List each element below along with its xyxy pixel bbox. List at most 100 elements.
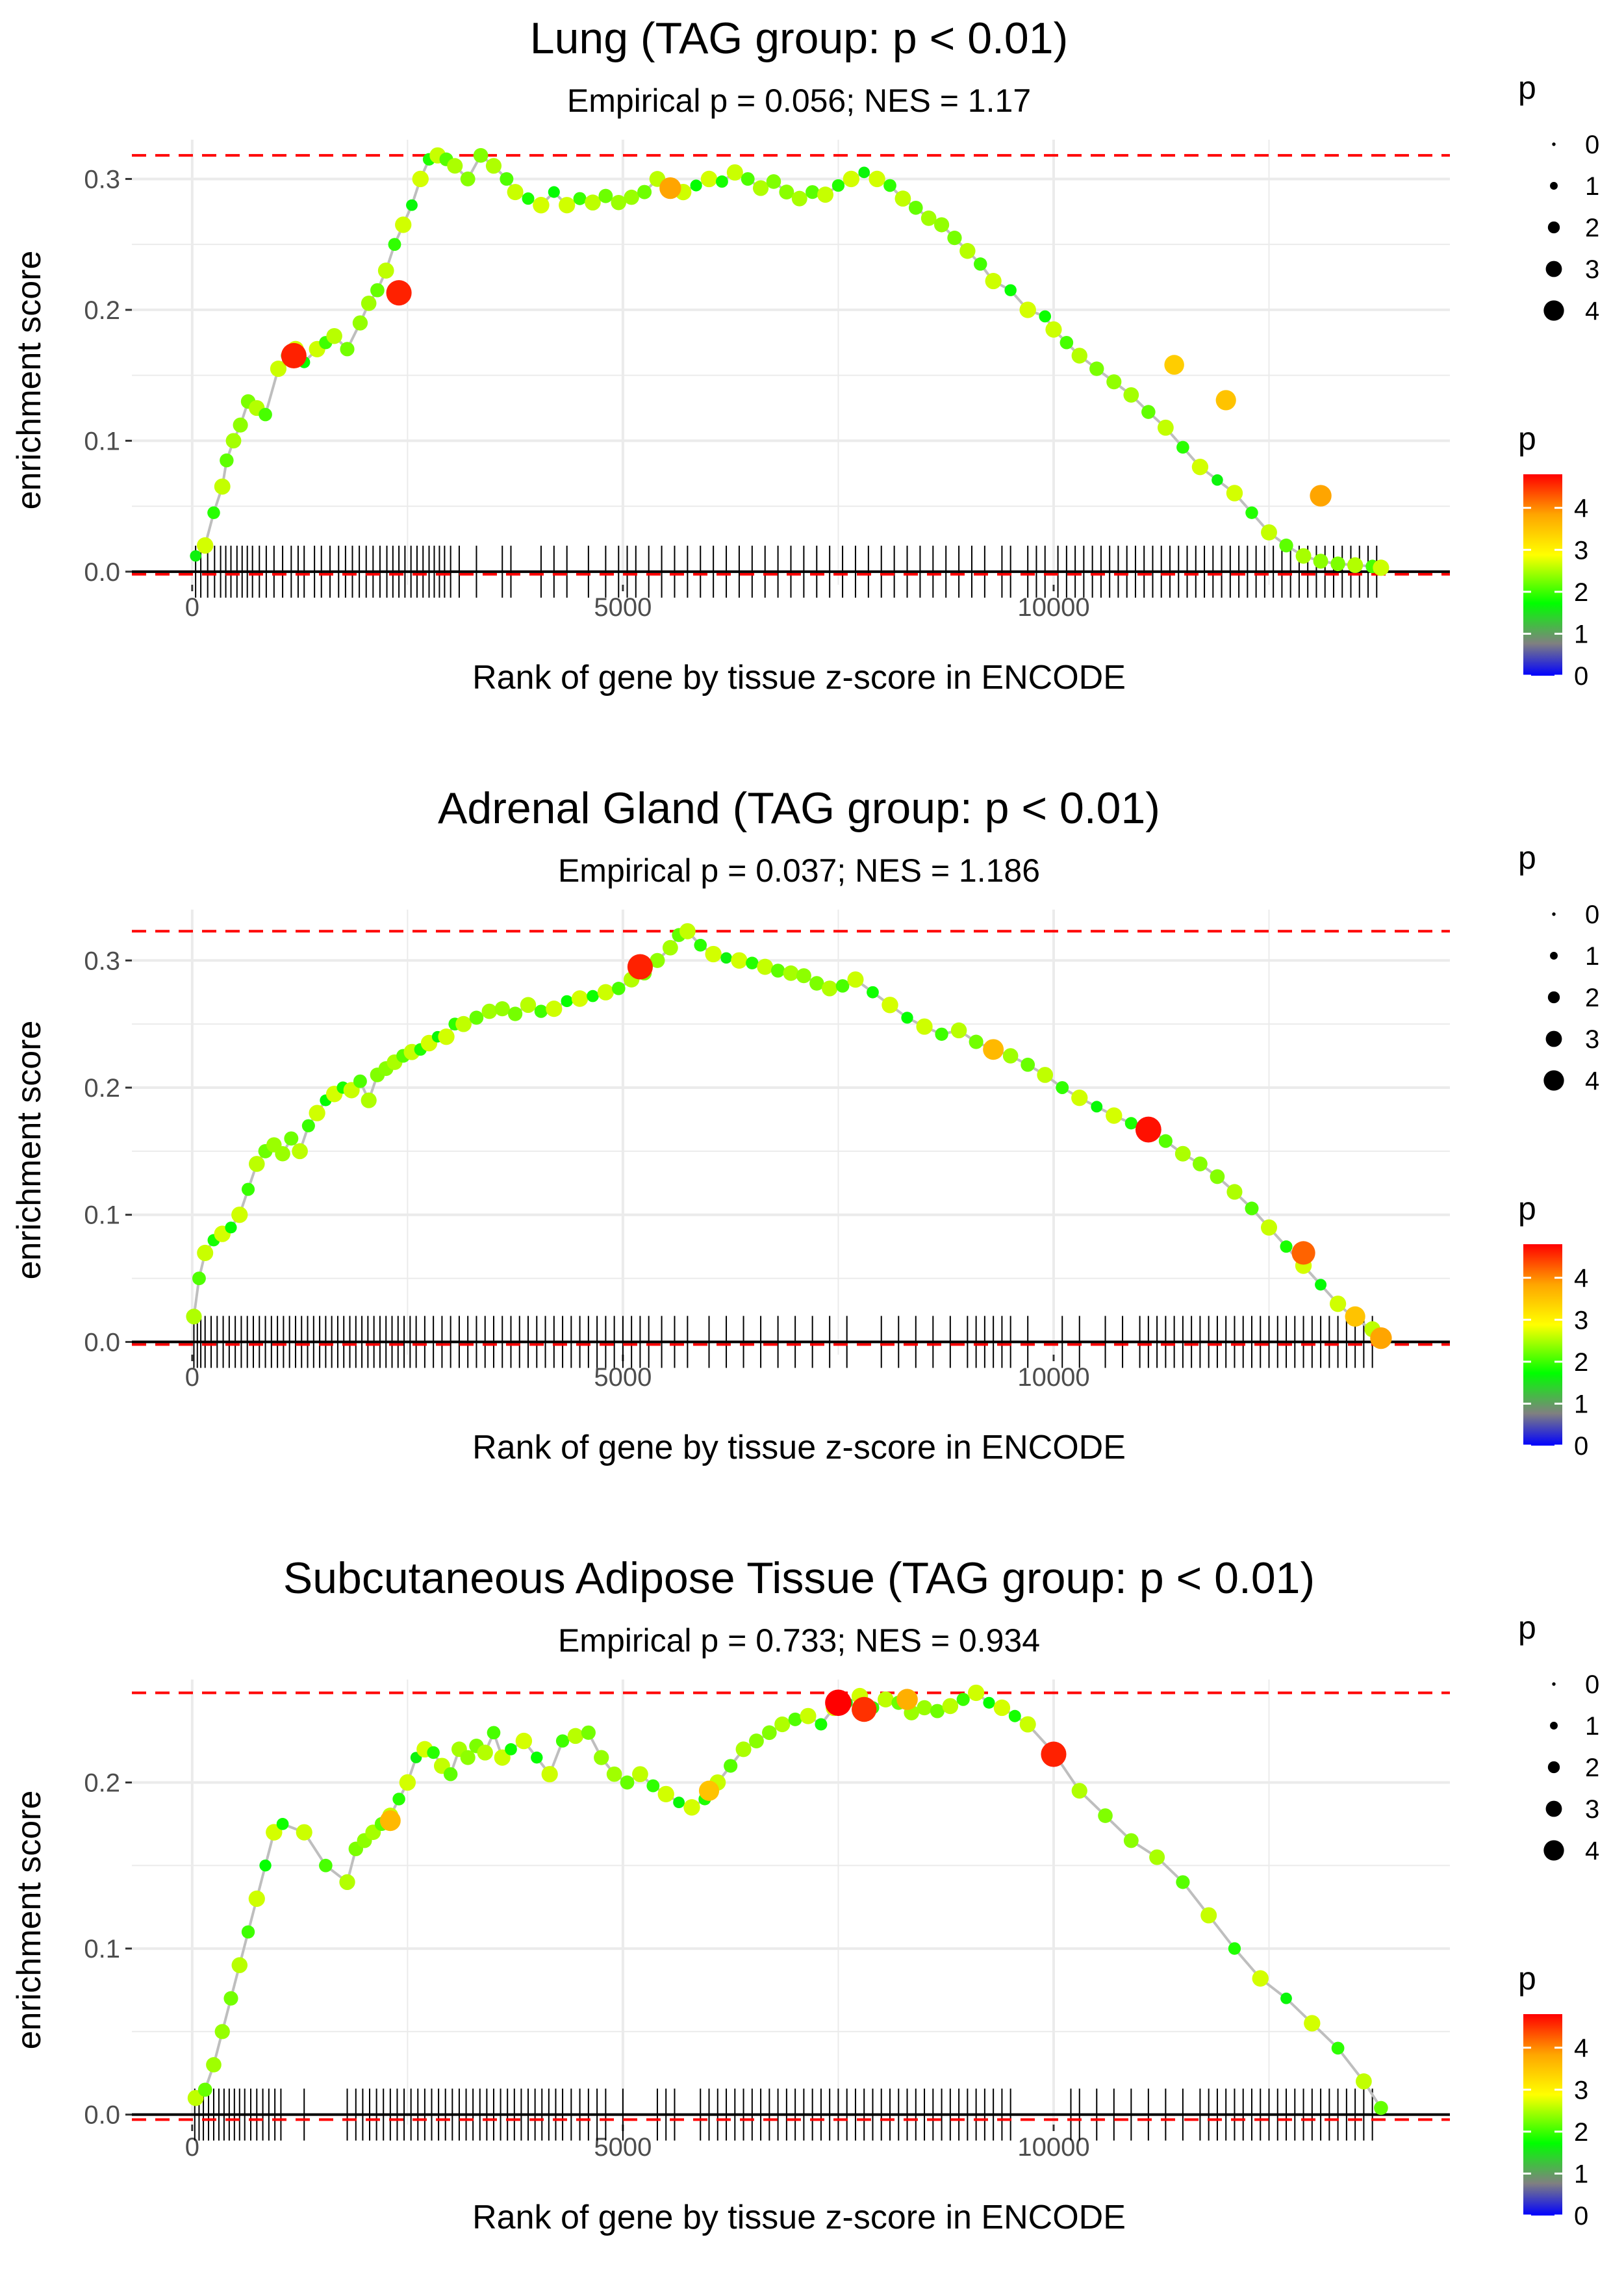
- x-tick-label: 0: [185, 2133, 199, 2162]
- score-point: [326, 327, 342, 344]
- color-legend-label: 2: [1574, 578, 1588, 607]
- score-point: [770, 964, 785, 978]
- score-point: [361, 296, 377, 311]
- score-point: [1347, 557, 1364, 573]
- size-legend-label: 3: [1585, 255, 1599, 284]
- score-point: [920, 211, 937, 226]
- x-axis-label: Rank of gene by tissue z-score in ENCODE: [472, 659, 1126, 696]
- y-tick-label: 0.2: [84, 1769, 120, 1797]
- panel-subcutaneous-adipose-tissue: Subcutaneous Adipose Tissue (TAG group: …: [10, 1553, 1599, 2236]
- score-point: [259, 1859, 272, 1872]
- score-point: [947, 230, 962, 246]
- score-point: [869, 170, 885, 188]
- score-point: [197, 537, 214, 554]
- score-point: [192, 1271, 206, 1286]
- chart-title: Adrenal Gland (TAG group: p < 0.01): [438, 784, 1160, 833]
- highlight-point: [379, 1810, 401, 1832]
- score-point: [597, 984, 614, 1001]
- size-legend-key: [1550, 952, 1558, 960]
- size-legend: 0 1 2 3 4: [1543, 901, 1599, 1095]
- score-point: [735, 1741, 752, 1757]
- score-point: [757, 958, 774, 975]
- score-point: [1089, 361, 1104, 376]
- score-point: [1174, 1145, 1191, 1162]
- chart-subtitle: Empirical p = 0.056; NES = 1.17: [567, 83, 1031, 119]
- score-point: [455, 1016, 472, 1032]
- score-point: [1245, 1201, 1259, 1216]
- score-point: [248, 1156, 265, 1172]
- score-point: [515, 1732, 533, 1750]
- score-point: [1329, 1296, 1347, 1312]
- score-point: [1176, 441, 1189, 454]
- highlight-point: [1041, 1741, 1067, 1767]
- score-point: [657, 1785, 674, 1803]
- score-point: [1091, 1101, 1103, 1113]
- score-point: [319, 1858, 333, 1872]
- score-point: [683, 1799, 700, 1816]
- score-point: [1356, 2073, 1372, 2089]
- score-point: [1059, 335, 1074, 350]
- size-legend-label: 0: [1585, 901, 1599, 929]
- score-point: [1004, 284, 1017, 296]
- score-point: [817, 186, 834, 203]
- score-point: [606, 1766, 622, 1782]
- score-point: [1071, 1783, 1087, 1799]
- y-axis-label: enrichment score: [10, 1021, 48, 1280]
- score-point: [500, 172, 514, 186]
- score-point: [225, 433, 242, 449]
- score-point: [1373, 559, 1389, 576]
- score-point: [197, 2082, 212, 2097]
- size-legend-key: [1552, 142, 1556, 146]
- score-point: [361, 1092, 377, 1108]
- size-legend-key: [1545, 1030, 1562, 1047]
- score-point: [749, 1733, 764, 1748]
- score-point: [822, 980, 838, 997]
- score-point: [276, 1818, 289, 1830]
- score-point: [399, 1774, 416, 1791]
- color-legend-label: 2: [1574, 1348, 1588, 1377]
- score-point: [908, 200, 923, 215]
- chart-subtitle: Empirical p = 0.037; NES = 1.186: [558, 852, 1040, 889]
- score-point: [1212, 474, 1223, 486]
- highlight-point: [659, 177, 681, 199]
- score-point: [1210, 1169, 1225, 1184]
- score-point: [275, 1146, 290, 1162]
- score-point: [587, 990, 599, 1003]
- score-point: [561, 995, 573, 1008]
- highlight-point: [852, 1696, 877, 1722]
- score-point: [352, 315, 368, 331]
- y-tick-label: 0.1: [84, 427, 120, 455]
- score-point: [477, 1744, 493, 1761]
- score-point: [548, 186, 560, 198]
- score-point: [720, 952, 732, 964]
- score-point: [481, 1003, 498, 1019]
- highlight-point: [627, 954, 653, 980]
- score-point: [1141, 405, 1156, 419]
- color-legend-label: 1: [1574, 2160, 1588, 2188]
- score-point: [1226, 1184, 1243, 1200]
- score-point: [815, 1718, 828, 1731]
- score-point: [843, 170, 860, 188]
- highlight-point: [896, 1689, 918, 1710]
- score-point: [460, 1750, 476, 1765]
- score-point: [1245, 506, 1258, 519]
- score-point: [223, 1991, 238, 2006]
- score-point: [705, 945, 722, 963]
- x-tick-label: 5000: [594, 593, 652, 622]
- score-point: [1106, 1107, 1123, 1124]
- score-point: [935, 1027, 948, 1041]
- score-point: [392, 1793, 405, 1806]
- score-point: [942, 1698, 959, 1715]
- color-legend: 0 1 2 3 4: [1523, 474, 1588, 691]
- score-point: [447, 158, 463, 174]
- score-point: [485, 158, 502, 174]
- score-point: [1330, 556, 1345, 572]
- score-point: [1158, 1134, 1173, 1148]
- score-point: [835, 979, 850, 993]
- size-legend-label: 4: [1585, 1837, 1599, 1865]
- score-point: [916, 1018, 933, 1035]
- size-legend-key: [1550, 1722, 1558, 1730]
- score-point: [534, 1004, 548, 1018]
- highlight-point: [1291, 1241, 1315, 1265]
